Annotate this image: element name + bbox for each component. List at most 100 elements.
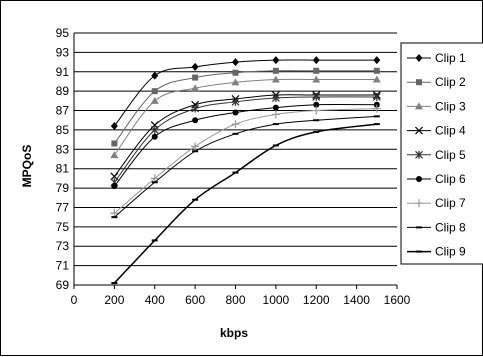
data-point-marker xyxy=(313,119,320,122)
data-point-marker xyxy=(373,115,380,118)
data-point-marker xyxy=(232,69,239,76)
data-point-marker xyxy=(272,67,279,74)
data-point-marker xyxy=(312,106,321,115)
data-point-marker xyxy=(271,75,280,83)
legend-item: Clip 8 xyxy=(407,220,466,234)
y-tick-label: 81 xyxy=(56,162,70,176)
data-point-marker xyxy=(372,104,381,113)
series-clip-6 xyxy=(111,101,380,190)
legend-swatch-marker xyxy=(415,126,423,135)
data-point-marker xyxy=(151,88,158,95)
gridlines xyxy=(74,32,397,286)
y-tick-label: 75 xyxy=(56,220,70,234)
data-point-marker xyxy=(150,174,159,183)
y-tick-label: 69 xyxy=(56,278,70,292)
legend-item: Clip 4 xyxy=(407,124,466,138)
data-point-marker xyxy=(151,239,158,242)
axes xyxy=(73,33,398,289)
x-tick-label: 1400 xyxy=(343,293,370,307)
y-tick-label: 85 xyxy=(56,123,70,137)
x-tick-label: 800 xyxy=(225,293,245,307)
data-point-marker xyxy=(191,62,199,71)
legend-label: Clip 2 xyxy=(435,75,466,89)
x-tick-label: 1200 xyxy=(303,293,330,307)
x-axis-title: kbps xyxy=(220,326,248,340)
data-point-marker xyxy=(191,142,200,151)
data-point-marker xyxy=(272,123,279,126)
series-clip-9 xyxy=(111,123,380,285)
legend-swatch-marker xyxy=(415,150,423,159)
data-point-marker xyxy=(313,67,320,74)
legend-item: Clip 9 xyxy=(407,245,466,259)
series-clip-7 xyxy=(110,104,381,218)
y-tick-label: 73 xyxy=(56,239,70,253)
data-point-marker xyxy=(111,183,118,190)
data-point-marker xyxy=(110,209,119,218)
data-point-marker xyxy=(313,101,320,108)
legend-item: Clip 3 xyxy=(407,99,466,113)
legend-item: Clip 1 xyxy=(407,51,466,65)
data-point-marker xyxy=(232,58,239,67)
data-point-marker xyxy=(231,120,240,129)
x-tick-label: 1600 xyxy=(384,293,411,307)
data-point-marker xyxy=(271,93,280,102)
series-clip-1 xyxy=(110,56,381,131)
y-tick-label: 89 xyxy=(56,84,70,98)
legend-swatch-marker xyxy=(415,54,423,62)
data-point-marker xyxy=(372,75,381,83)
x-tick-label: 400 xyxy=(145,293,165,307)
y-tick-label: 71 xyxy=(56,259,70,273)
legend-label: Clip 8 xyxy=(435,220,466,234)
y-tick-label: 83 xyxy=(56,142,70,156)
legend-label: Clip 9 xyxy=(435,245,466,259)
legend-item: Clip 5 xyxy=(407,148,466,162)
data-point-marker xyxy=(110,151,119,159)
legend-label: Clip 3 xyxy=(435,99,466,113)
series-clip-3 xyxy=(110,75,381,159)
y-tick-label: 95 xyxy=(56,26,70,40)
data-point-marker xyxy=(312,75,321,83)
data-point-marker xyxy=(372,92,381,101)
data-point-marker xyxy=(232,109,239,116)
y-axis-title: MPQoS xyxy=(20,145,34,188)
data-point-marker xyxy=(150,125,159,134)
legend-swatch-marker xyxy=(415,199,423,208)
data-point-marker xyxy=(232,132,239,135)
data-point-marker xyxy=(151,133,158,140)
legend-label: Clip 7 xyxy=(435,196,466,210)
data-point-marker xyxy=(151,71,159,80)
data-point-marker xyxy=(151,181,158,184)
data-point-marker xyxy=(192,74,199,81)
data-point-marker xyxy=(232,171,239,174)
x-tick-label: 1000 xyxy=(263,293,290,307)
data-point-marker xyxy=(373,56,381,65)
data-point-marker xyxy=(231,78,240,86)
data-point-marker xyxy=(111,140,118,147)
data-point-marker xyxy=(272,144,279,147)
legend-item: Clip 6 xyxy=(407,172,466,186)
series-clip-5 xyxy=(110,92,381,187)
data-point-marker xyxy=(231,97,240,106)
series-clip-8 xyxy=(111,115,380,219)
tick-labels: 69 71 73 75 77 79 81 83 85 87 89 91 93 95 0 200 400 600 80… xyxy=(56,26,411,307)
series-clip-2 xyxy=(111,67,380,147)
legend-swatch-marker xyxy=(415,102,423,110)
legend-item: Clip 2 xyxy=(407,75,466,89)
data-point-marker xyxy=(312,56,320,65)
series-line xyxy=(113,104,377,187)
y-tick-label: 79 xyxy=(56,181,70,195)
data-point-marker xyxy=(312,92,321,101)
x-tick-label: 200 xyxy=(104,293,124,307)
data-point-marker xyxy=(272,56,280,65)
data-point-marker xyxy=(110,122,118,131)
legend: Clip 1 Clip 2 Clip 3 Clip 4 Clip 5 Clip 6 Clip… xyxy=(400,42,483,265)
data-point-marker xyxy=(373,123,380,126)
legend-label: Clip 1 xyxy=(435,51,466,65)
legend-swatch-marker xyxy=(416,79,422,86)
y-tick-label: 87 xyxy=(56,104,70,118)
data-point-marker xyxy=(150,96,159,104)
x-tick-label: 0 xyxy=(71,293,78,307)
data-point-marker xyxy=(313,130,320,133)
